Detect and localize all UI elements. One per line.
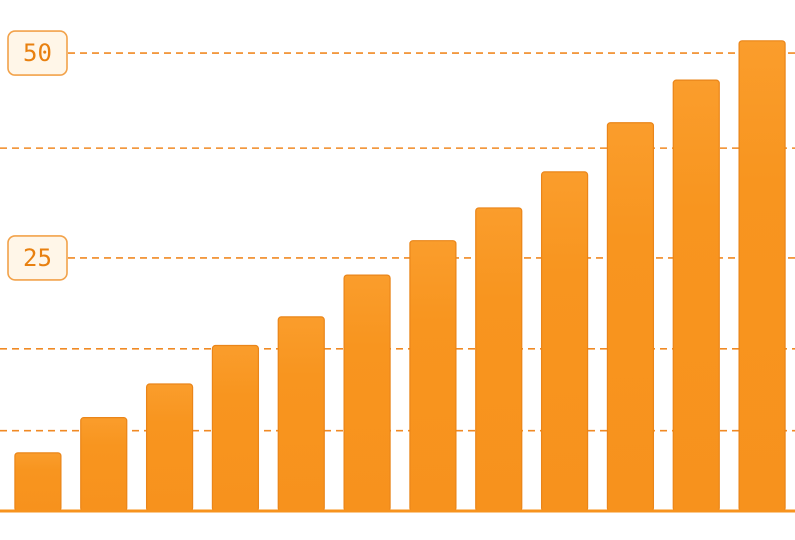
bar [277,316,325,512]
bar [211,344,260,512]
y-tick-box [7,30,68,76]
y-tick-label: 50 [23,39,52,67]
bar [343,274,391,512]
bar [606,122,655,512]
bar [672,79,720,512]
bar [540,171,589,512]
bar [475,207,523,512]
y-tick-label: 25 [23,244,52,272]
bar [145,383,194,512]
y-tick-box [7,235,68,281]
bar [80,417,128,512]
bar [738,40,786,512]
bars [14,40,786,512]
tick-labels: 50 25 [7,30,68,281]
bar [14,452,62,512]
bar [409,240,457,512]
